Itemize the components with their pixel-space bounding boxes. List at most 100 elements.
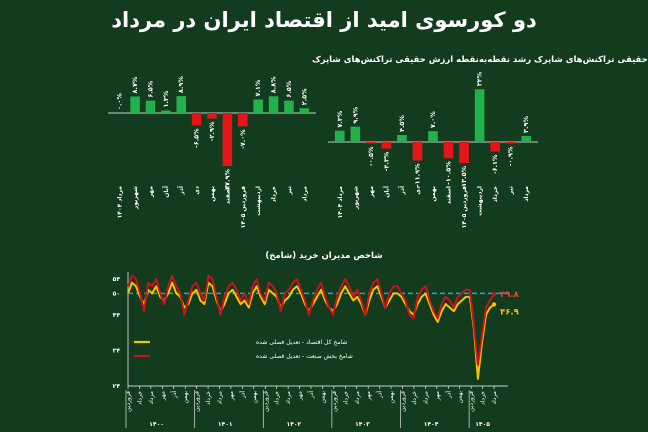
bar-category-label-1-12: مرداد [523,186,530,202]
bar-value-label-1-3: -۴.۳% [382,151,390,171]
bar-category-label-0-9: اردیبهشت [255,186,262,216]
bar-value-label-1-7: -۱۰.۵% [445,161,453,185]
bar-value-label-0-8: -۷.۰% [239,129,247,149]
x-month-label-4: آذر [169,391,178,400]
x-month-label-14: مرداد [285,391,292,405]
x-month-label-32: مرداد [491,391,498,405]
bar-value-label-1-11: -۰.۹% [507,146,515,166]
bar-value-label-0-5: -۶.۵% [193,128,201,148]
x-month-label-10: آذر [237,391,246,400]
bar-chart-title-0: رشد نقطه‌به‌نقطه ارزش حقیقی تراکنش‌های ش… [312,55,531,65]
x-month-label-16: آذر [306,391,315,400]
year-label-3: ۱۴۰۳ [355,421,370,428]
bar-1-9 [474,89,485,142]
page-title: دو کورسوی امید از اقتصاد ایران در مرداد [111,8,537,32]
bar-value-label-1-0: ۷.۳% [336,110,344,127]
bar-1-12 [521,135,532,142]
x-month-label-31: خرداد [480,391,487,405]
x-month-label-2: مرداد [148,391,155,405]
bar-category-label-1-6: بهمن [430,186,437,202]
bar-1-3 [381,142,392,149]
bar-category-label-1-4: آذر [397,185,406,196]
bar-category-label-1-8: فروردین ۱۴۰۵ [461,186,468,228]
line-series-1 [127,274,495,366]
x-month-label-6: فروردین [194,391,201,412]
x-month-label-7: خرداد [205,391,212,405]
series-end-label-0: ۴۶.۹ [500,307,520,317]
bar-value-label-0-4: ۸.۹% [177,76,185,93]
line-series-0 [127,281,495,380]
x-month-label-27: مهر [434,391,441,401]
bar-0-9 [253,99,263,113]
bar-category-label-1-1: شهریور [352,186,359,210]
bar-value-label-0-0: ۰.۰% [116,93,124,110]
bar-category-label-1-10: خرداد [492,186,499,202]
bar-category-label-0-0: مرداد ۱۴۰۴ [117,186,124,219]
y-tick-3: ۵۰ [113,290,120,297]
x-month-label-15: مهر [297,391,304,401]
x-month-label-18: فروردین [331,391,338,412]
x-month-label-5: بهمن [182,391,189,404]
bar-value-label-0-9: ۷.۱% [254,79,262,96]
bar-category-label-1-9: اردیبهشت [477,186,484,216]
bar-1-4 [397,135,407,142]
bar-category-label-1-7: اسفند [446,186,453,204]
legend-label-1: شامخ بخش صنعت - تعدیل فصلی شده [256,353,353,360]
bar-0-3 [161,110,171,113]
y-tick-4: ۵۴ [113,276,121,283]
bar-0-4 [176,96,186,113]
bar-1-1 [350,126,361,142]
bar-0-7 [222,113,233,167]
x-month-label-21: مهر [365,391,372,401]
bar-0-6 [207,113,217,119]
bar-value-label-0-7: -۲۷.۹% [223,169,231,193]
year-label-0: ۱۴۰۰ [149,421,164,428]
bar-value-label-0-10: ۸.۸% [270,76,278,93]
bar-category-label-0-6: بهمن [209,186,216,202]
bar-category-label-1-2: مهر [368,186,375,199]
bar-category-label-1-11: تیر [508,186,515,195]
bar-value-label-1-4: ۴.۵% [398,115,406,132]
bar-category-label-1-0: مرداد ۱۴۰۴ [337,186,344,219]
bar-0-1 [130,96,140,113]
x-month-label-17: بهمن [319,391,326,404]
bar-value-label-1-6: ۷.۰% [429,111,437,128]
bar-value-label-0-1: ۸.۷% [131,76,139,93]
bar-1-6 [428,131,438,142]
bar-1-11 [505,142,516,144]
bar-value-label-0-2: ۶.۵% [146,80,154,97]
x-month-label-23: بهمن [388,391,395,404]
legend-label-0: شامخ کل اقتصاد - تعدیل فصلی شده [256,339,347,346]
x-month-label-12: فروردین [262,391,269,412]
bar-0-5 [191,113,202,126]
bar-category-label-1-5: دی [414,186,421,195]
bar-category-label-0-11: تیر [286,186,293,195]
bar-value-label-1-2: -۰.۵% [367,146,375,166]
x-month-label-3: مهر [159,391,166,401]
x-month-label-26: مرداد [422,391,429,405]
x-month-label-0: فروردین [125,391,132,412]
bar-value-label-0-6: -۲.۹% [208,121,216,141]
year-label-1: ۱۴۰۱ [218,421,233,428]
x-month-label-13: خرداد [274,391,281,405]
bar-category-label-0-8: فروردین ۱۴۰۵ [240,186,247,228]
y-tick-0: ۲۴ [113,383,121,390]
bar-category-label-0-2: مهر [147,186,154,199]
bar-0-10 [268,96,279,113]
x-month-label-28: آذر [443,391,452,400]
bar-0-2 [145,100,156,113]
year-label-2: ۱۴۰۲ [287,421,302,428]
x-month-label-29: بهمن [457,391,464,404]
bar-category-label-1-3: آبان [381,185,390,198]
bar-value-label-0-11: ۶.۵% [285,80,293,97]
x-month-label-30: فروردین [468,391,475,412]
x-month-label-8: مرداد [217,391,224,405]
bar-1-10 [490,142,500,152]
bar-1-2 [366,142,376,144]
bar-category-label-0-1: شهریور [132,186,139,210]
line-chart-title: شاخص مدیران خرید (شامخ) [265,251,382,261]
x-month-label-24: فروردین [400,391,407,412]
series-end-label-1: ۴۹.۸ [500,290,520,300]
x-month-label-1: خرداد [136,391,143,405]
bar-category-label-0-7: اسفند [224,186,231,204]
